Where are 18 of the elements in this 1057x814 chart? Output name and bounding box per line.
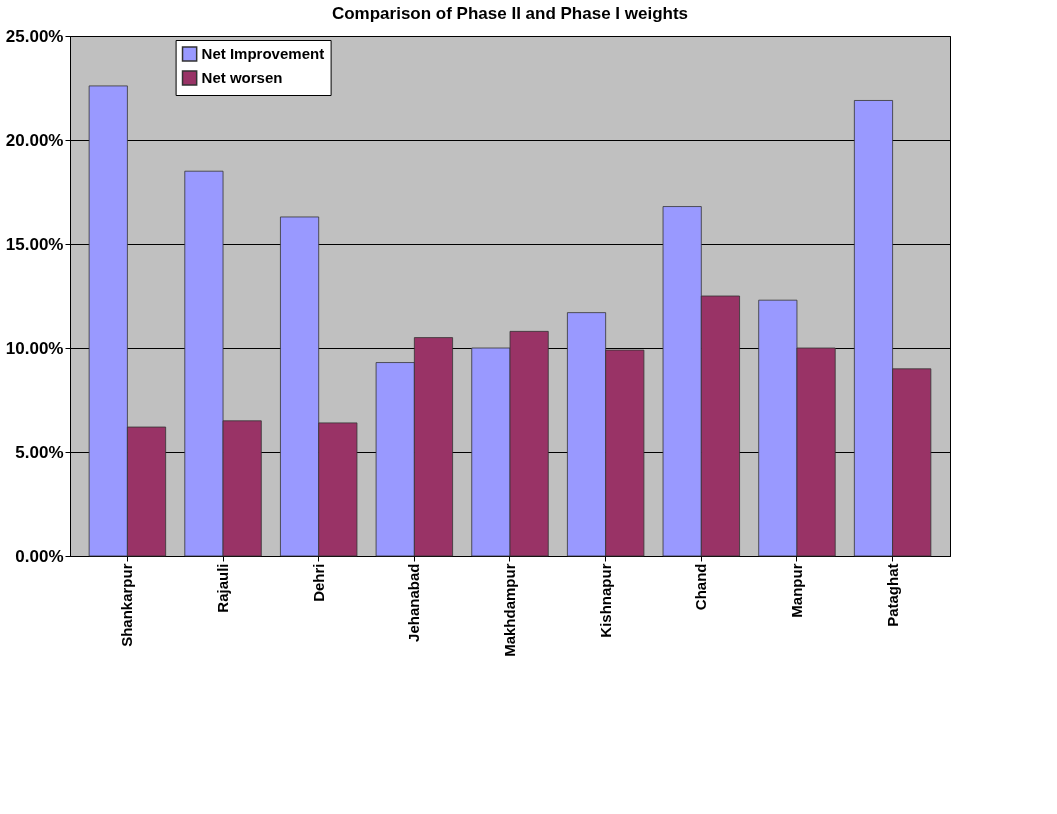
y-tick-label: 20.00% [5, 130, 64, 150]
x-tick-label: Chand [692, 563, 710, 611]
y-tick-label: 25.00% [5, 26, 64, 46]
x-tick-label: Pataghat [883, 563, 901, 627]
y-tick-label: 5.00% [15, 442, 64, 462]
x-tick-label: Kishnapur [596, 563, 614, 638]
chart-title: Comparison of Phase II and Phase I weights [331, 4, 689, 23]
y-tick-label: 15.00% [5, 234, 64, 254]
x-tick-label: Makhdampur [501, 563, 518, 657]
x-tick-label: Shankarpur [118, 563, 136, 647]
x-tick-label: Rajauli [214, 563, 232, 613]
x-tick-label: Dehri [309, 563, 327, 602]
legend-label: Net Improvement [201, 45, 325, 62]
y-tick-label: 0.00% [15, 546, 64, 566]
x-tick-label: Manpur [787, 563, 805, 618]
legend-label: Net worsen [201, 69, 283, 86]
y-tick-label: 10.00% [5, 338, 64, 358]
x-tick-label: Jehanabad [405, 563, 423, 642]
